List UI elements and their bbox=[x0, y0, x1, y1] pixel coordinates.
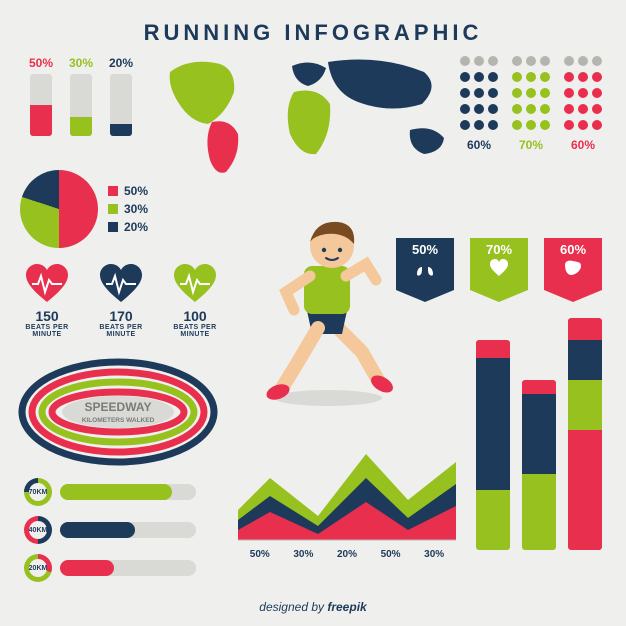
stacked-bar bbox=[476, 340, 510, 550]
svg-text:KILOMETERS WALKED: KILOMETERS WALKED bbox=[82, 417, 155, 424]
dot-column: 70% bbox=[512, 56, 550, 152]
heart-rate-card: 170 BEATS PER MINUTE bbox=[90, 264, 152, 338]
vertical-bar: 20% bbox=[104, 56, 138, 136]
speedway-track: SPEEDWAY KILOMETERS WALKED bbox=[16, 356, 220, 468]
km-progress-row: 70KM bbox=[24, 478, 196, 506]
organ-ribbon-liver: 60% bbox=[544, 238, 602, 290]
page-title: RUNNING INFOGRAPHIC bbox=[0, 0, 626, 46]
area-x-label: 50% bbox=[250, 549, 270, 560]
vertical-bar: 30% bbox=[64, 56, 98, 136]
pie-legend-row: 50% bbox=[108, 184, 148, 198]
dot-column: 60% bbox=[564, 56, 602, 152]
dot-grid: 60% 70% 60% bbox=[460, 56, 602, 152]
footer-brand: freepik bbox=[327, 600, 366, 614]
area-x-label: 30% bbox=[424, 549, 444, 560]
footer-credit: designed by freepik bbox=[0, 600, 626, 614]
heart-rate-card: 150 BEATS PER MINUTE bbox=[16, 264, 78, 338]
area-x-label: 20% bbox=[337, 549, 357, 560]
stacked-bar bbox=[568, 318, 602, 550]
km-progress-row: 20KM bbox=[24, 554, 196, 582]
vertical-bar: 50% bbox=[24, 56, 58, 136]
svg-text:SPEEDWAY: SPEEDWAY bbox=[85, 400, 152, 414]
organ-ribbons: 50% 70% 60% bbox=[396, 238, 602, 290]
stacked-bars bbox=[476, 318, 602, 550]
organ-ribbon-lungs: 50% bbox=[396, 238, 454, 290]
km-progress-row: 40KM bbox=[24, 516, 196, 544]
km-progress-bars: 70KM 40KM 20KM bbox=[24, 478, 196, 582]
footer-prefix: designed by bbox=[259, 600, 327, 614]
heart-rate-cards: 150 BEATS PER MINUTE 170 BEATS PER MINUT… bbox=[16, 264, 226, 338]
pie-legend-row: 30% bbox=[108, 202, 148, 216]
pie-chart: 50% 30% 20% bbox=[20, 170, 148, 248]
dot-column: 60% bbox=[460, 56, 498, 152]
area-chart: 50% 30% 20% 50% 30% bbox=[238, 432, 456, 558]
runner-illustration bbox=[258, 210, 398, 410]
area-x-label: 50% bbox=[381, 549, 401, 560]
heart-rate-card: 100 BEATS PER MINUTE bbox=[164, 264, 226, 338]
stacked-bar bbox=[522, 380, 556, 550]
area-x-label: 30% bbox=[293, 549, 313, 560]
world-map bbox=[160, 52, 460, 182]
top-vertical-bars: 50%30%20% bbox=[24, 56, 138, 136]
pie-legend-row: 20% bbox=[108, 220, 148, 234]
organ-ribbon-heart: 70% bbox=[470, 238, 528, 290]
